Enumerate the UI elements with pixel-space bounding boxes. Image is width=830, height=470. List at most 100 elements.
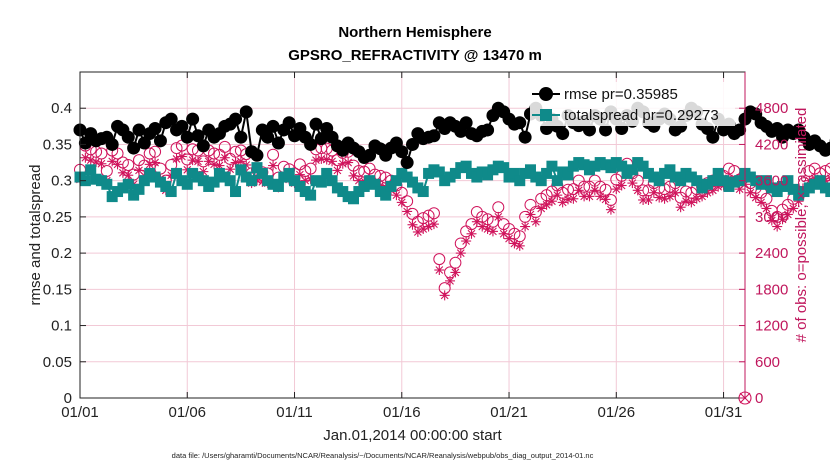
series-obs-possible [74, 139, 830, 295]
rmse-point [164, 112, 178, 126]
totalspread-point [417, 186, 429, 198]
rmse-point [481, 123, 495, 137]
totalspread-point [101, 178, 113, 190]
obs-possible-point [149, 145, 162, 158]
legend-totalspread-marker [540, 109, 552, 121]
totalspread-point [348, 193, 360, 205]
x-tick-label: 01/26 [598, 404, 636, 421]
totalspread-point [777, 180, 789, 192]
y-axis-label: rmse and totalspread [27, 165, 44, 306]
obs-assimilated-point [563, 194, 574, 205]
legend-rmse-label: rmse pr=0.35985 [564, 86, 678, 103]
y-tick-label: 0.4 [51, 100, 72, 117]
obs-possible-point [267, 148, 280, 161]
obs-assimilated-point [605, 204, 616, 215]
totalspread-point [358, 180, 370, 192]
rmse-point [427, 129, 441, 143]
obs-assimilated-point [434, 265, 445, 276]
obs-assimilated-point [643, 194, 654, 205]
totalspread-point [637, 160, 649, 172]
obs-possible-point [122, 158, 135, 171]
obs-possible-point [304, 162, 317, 175]
obs-assimilated-point [520, 221, 531, 232]
obs-assimilated-point [268, 160, 279, 171]
obs-possible-point [218, 140, 231, 153]
totalspread-point [256, 167, 268, 179]
totalspread-point [653, 175, 665, 187]
totalspread-point [562, 169, 574, 181]
totalspread-point [208, 176, 220, 188]
obs-assimilated-point [487, 226, 498, 237]
obs-assimilated-point [611, 184, 622, 195]
y2-tick-label: 1800 [755, 281, 788, 298]
y-tick-label: 0.15 [43, 281, 72, 298]
axis-ticks: 0 600 1200 1800 2400 3000 3600 4200 4800 01/01 01/… [43, 72, 788, 421]
obs-assimilated-point [686, 197, 697, 208]
totalspread-point [760, 175, 772, 187]
y2-axis-label: # of obs: o=possible; ×=assimilated [793, 108, 810, 343]
x-tick-label: 01/11 [276, 404, 312, 421]
totalspread-point [251, 162, 263, 174]
rmse-point [706, 130, 720, 144]
totalspread-point [171, 167, 183, 179]
obs-assimilated-point [316, 153, 327, 164]
x-tick-label: 01/21 [490, 404, 528, 421]
rmse-point [234, 130, 248, 144]
totalspread-point [675, 175, 687, 187]
totalspread-point [305, 189, 317, 201]
x-tick-label: 01/31 [705, 404, 743, 421]
obs-possible-point [562, 183, 575, 196]
obs-assimilated-point [150, 157, 161, 168]
totalspread-point [508, 167, 520, 179]
totalspread-point [626, 164, 638, 176]
obs-possible-point [100, 165, 113, 178]
obs-possible-point [95, 147, 108, 160]
totalspread-point [541, 167, 553, 179]
totalspread-point [718, 175, 730, 187]
totalspread-point [782, 175, 794, 187]
legend-rmse-marker [539, 87, 553, 101]
rmse-point [733, 123, 747, 137]
y2-tick-label: 4800 [755, 100, 788, 117]
rmse-point [599, 123, 613, 137]
totalspread-point [133, 183, 145, 195]
rmse-point [239, 105, 253, 119]
totalspread-point [289, 175, 301, 187]
totalspread-point [524, 164, 536, 176]
totalspread-point [546, 160, 558, 172]
obs-possible-point [170, 142, 183, 155]
y-tick-label: 0.3 [51, 173, 72, 190]
rmse-point [400, 156, 414, 170]
totalspread-point [664, 164, 676, 176]
totalspread-point [460, 160, 472, 172]
obs-possible-point [524, 198, 537, 211]
obs-possible-point [460, 225, 473, 238]
obs-possible-point [299, 165, 312, 178]
totalspread-point [449, 167, 461, 179]
rmse-point [309, 117, 323, 131]
obs-assimilated-point [332, 165, 343, 176]
totalspread-point [128, 189, 140, 201]
rmse-point [282, 116, 296, 130]
rmse-point [132, 123, 146, 137]
obs-assimilated-point [107, 156, 118, 167]
y-tick-label: 0.1 [51, 318, 72, 335]
totalspread-point [407, 176, 418, 188]
totalspread-point [272, 180, 284, 192]
obs-possible-point [208, 147, 221, 160]
rmse-point [395, 145, 409, 159]
obs-possible-point [406, 207, 419, 220]
totalspread-point [551, 175, 563, 187]
obs-assimilated-point [675, 202, 686, 213]
obs-possible-point [824, 162, 830, 175]
obs-assimilated-point [541, 199, 552, 210]
obs-possible-point [599, 183, 612, 196]
totalspread-point [197, 175, 209, 187]
y-tick-label: 0.2 [51, 245, 72, 262]
rmse-point [271, 136, 285, 150]
rmse-point [78, 136, 92, 150]
rmse-point [406, 137, 419, 151]
obs-possible-point [427, 207, 440, 220]
rmse-point [459, 116, 473, 130]
y2-tick-label: 600 [755, 354, 780, 371]
